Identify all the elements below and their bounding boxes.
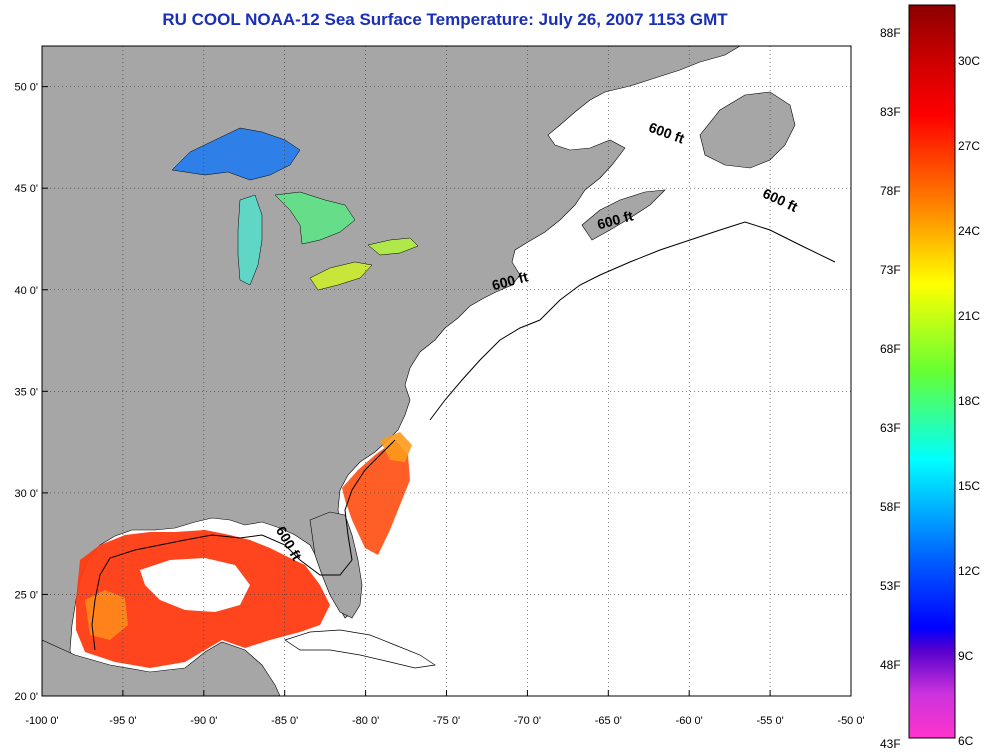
colorbar-f-label: 83F [880, 105, 901, 119]
land-north-america [42, 46, 741, 696]
lake-erie [309, 261, 373, 291]
lake-ontario [367, 237, 419, 256]
lon-tick-label: -65 0' [595, 715, 622, 727]
sst-gulf-orange [85, 590, 128, 640]
colorbar-f-label: 43F [880, 737, 901, 751]
lon-tick-label: -70 0' [514, 715, 541, 727]
colorbar-celsius-labels: 30C 27C 24C 21C 18C 15C 12C 9C 6C [958, 54, 980, 748]
sst-atlantic-orange [380, 432, 412, 462]
colorbar-f-label: 63F [880, 421, 901, 435]
colorbar-c-label: 30C [958, 54, 980, 68]
colorbar-c-label: 27C [958, 139, 980, 153]
lon-tick-label: -90 0' [190, 715, 217, 727]
longitude-axis: -100 0' -95 0' -90 0' -85 0' -80 0' -75 0' -70… [25, 690, 865, 727]
land-nova-scotia [581, 189, 666, 241]
colorbar [908, 4, 956, 739]
colorbar-fahrenheit-labels: 88F 83F 78F 73F 68F 63F 58F 53F 48F 43F [880, 26, 901, 751]
colorbar-f-label: 73F [880, 263, 901, 277]
lon-tick-label: -100 0' [25, 715, 58, 727]
colorbar-f-label: 88F [880, 26, 901, 40]
colorbar-c-label: 21C [958, 309, 980, 323]
lat-tick-label: 30 0' [14, 488, 38, 500]
colorbar-c-label: 6C [958, 734, 974, 748]
sst-gulf-cloud-gap [140, 558, 250, 612]
lat-tick-label: 45 0' [14, 183, 38, 195]
colorbar-f-label: 78F [880, 184, 901, 198]
land-newfoundland [699, 91, 796, 169]
lake-michigan [237, 194, 263, 286]
lon-tick-label: -55 0' [757, 715, 784, 727]
lon-tick-label: -95 0' [109, 715, 136, 727]
colorbar-c-label: 24C [958, 224, 980, 238]
lon-tick-label: -80 0' [352, 715, 379, 727]
latitude-axis: 50 0' 45 0' 40 0' 35 0' 30 0' 25 0' 20 0' [14, 82, 48, 703]
lat-tick-label: 25 0' [14, 589, 38, 601]
lon-tick-label: -85 0' [271, 715, 298, 727]
colorbar-f-label: 48F [880, 658, 901, 672]
colorbar-c-label: 18C [958, 394, 980, 408]
grid-lines [42, 46, 851, 696]
lon-tick-label: -75 0' [433, 715, 460, 727]
colorbar-f-label: 53F [880, 579, 901, 593]
colorbar-c-label: 9C [958, 649, 974, 663]
land-cuba [284, 629, 436, 669]
lat-tick-label: 35 0' [14, 386, 38, 398]
sst-atlantic-southeast [342, 440, 410, 555]
lat-tick-label: 40 0' [14, 285, 38, 297]
lon-tick-label: -50 0' [837, 715, 864, 727]
contour-600ft [91, 221, 836, 651]
land-yucatan [42, 639, 281, 696]
colorbar-f-label: 68F [880, 342, 901, 356]
lon-tick-label: -60 0' [676, 715, 703, 727]
colorbar-c-label: 15C [958, 479, 980, 493]
lat-tick-label: 20 0' [14, 691, 38, 703]
map-title: RU COOL NOAA-12 Sea Surface Temperature:… [162, 10, 728, 29]
lake-huron [274, 191, 356, 245]
lat-tick-label: 50 0' [14, 82, 38, 94]
colorbar-f-label: 58F [880, 500, 901, 514]
colorbar-c-label: 12C [958, 564, 980, 578]
